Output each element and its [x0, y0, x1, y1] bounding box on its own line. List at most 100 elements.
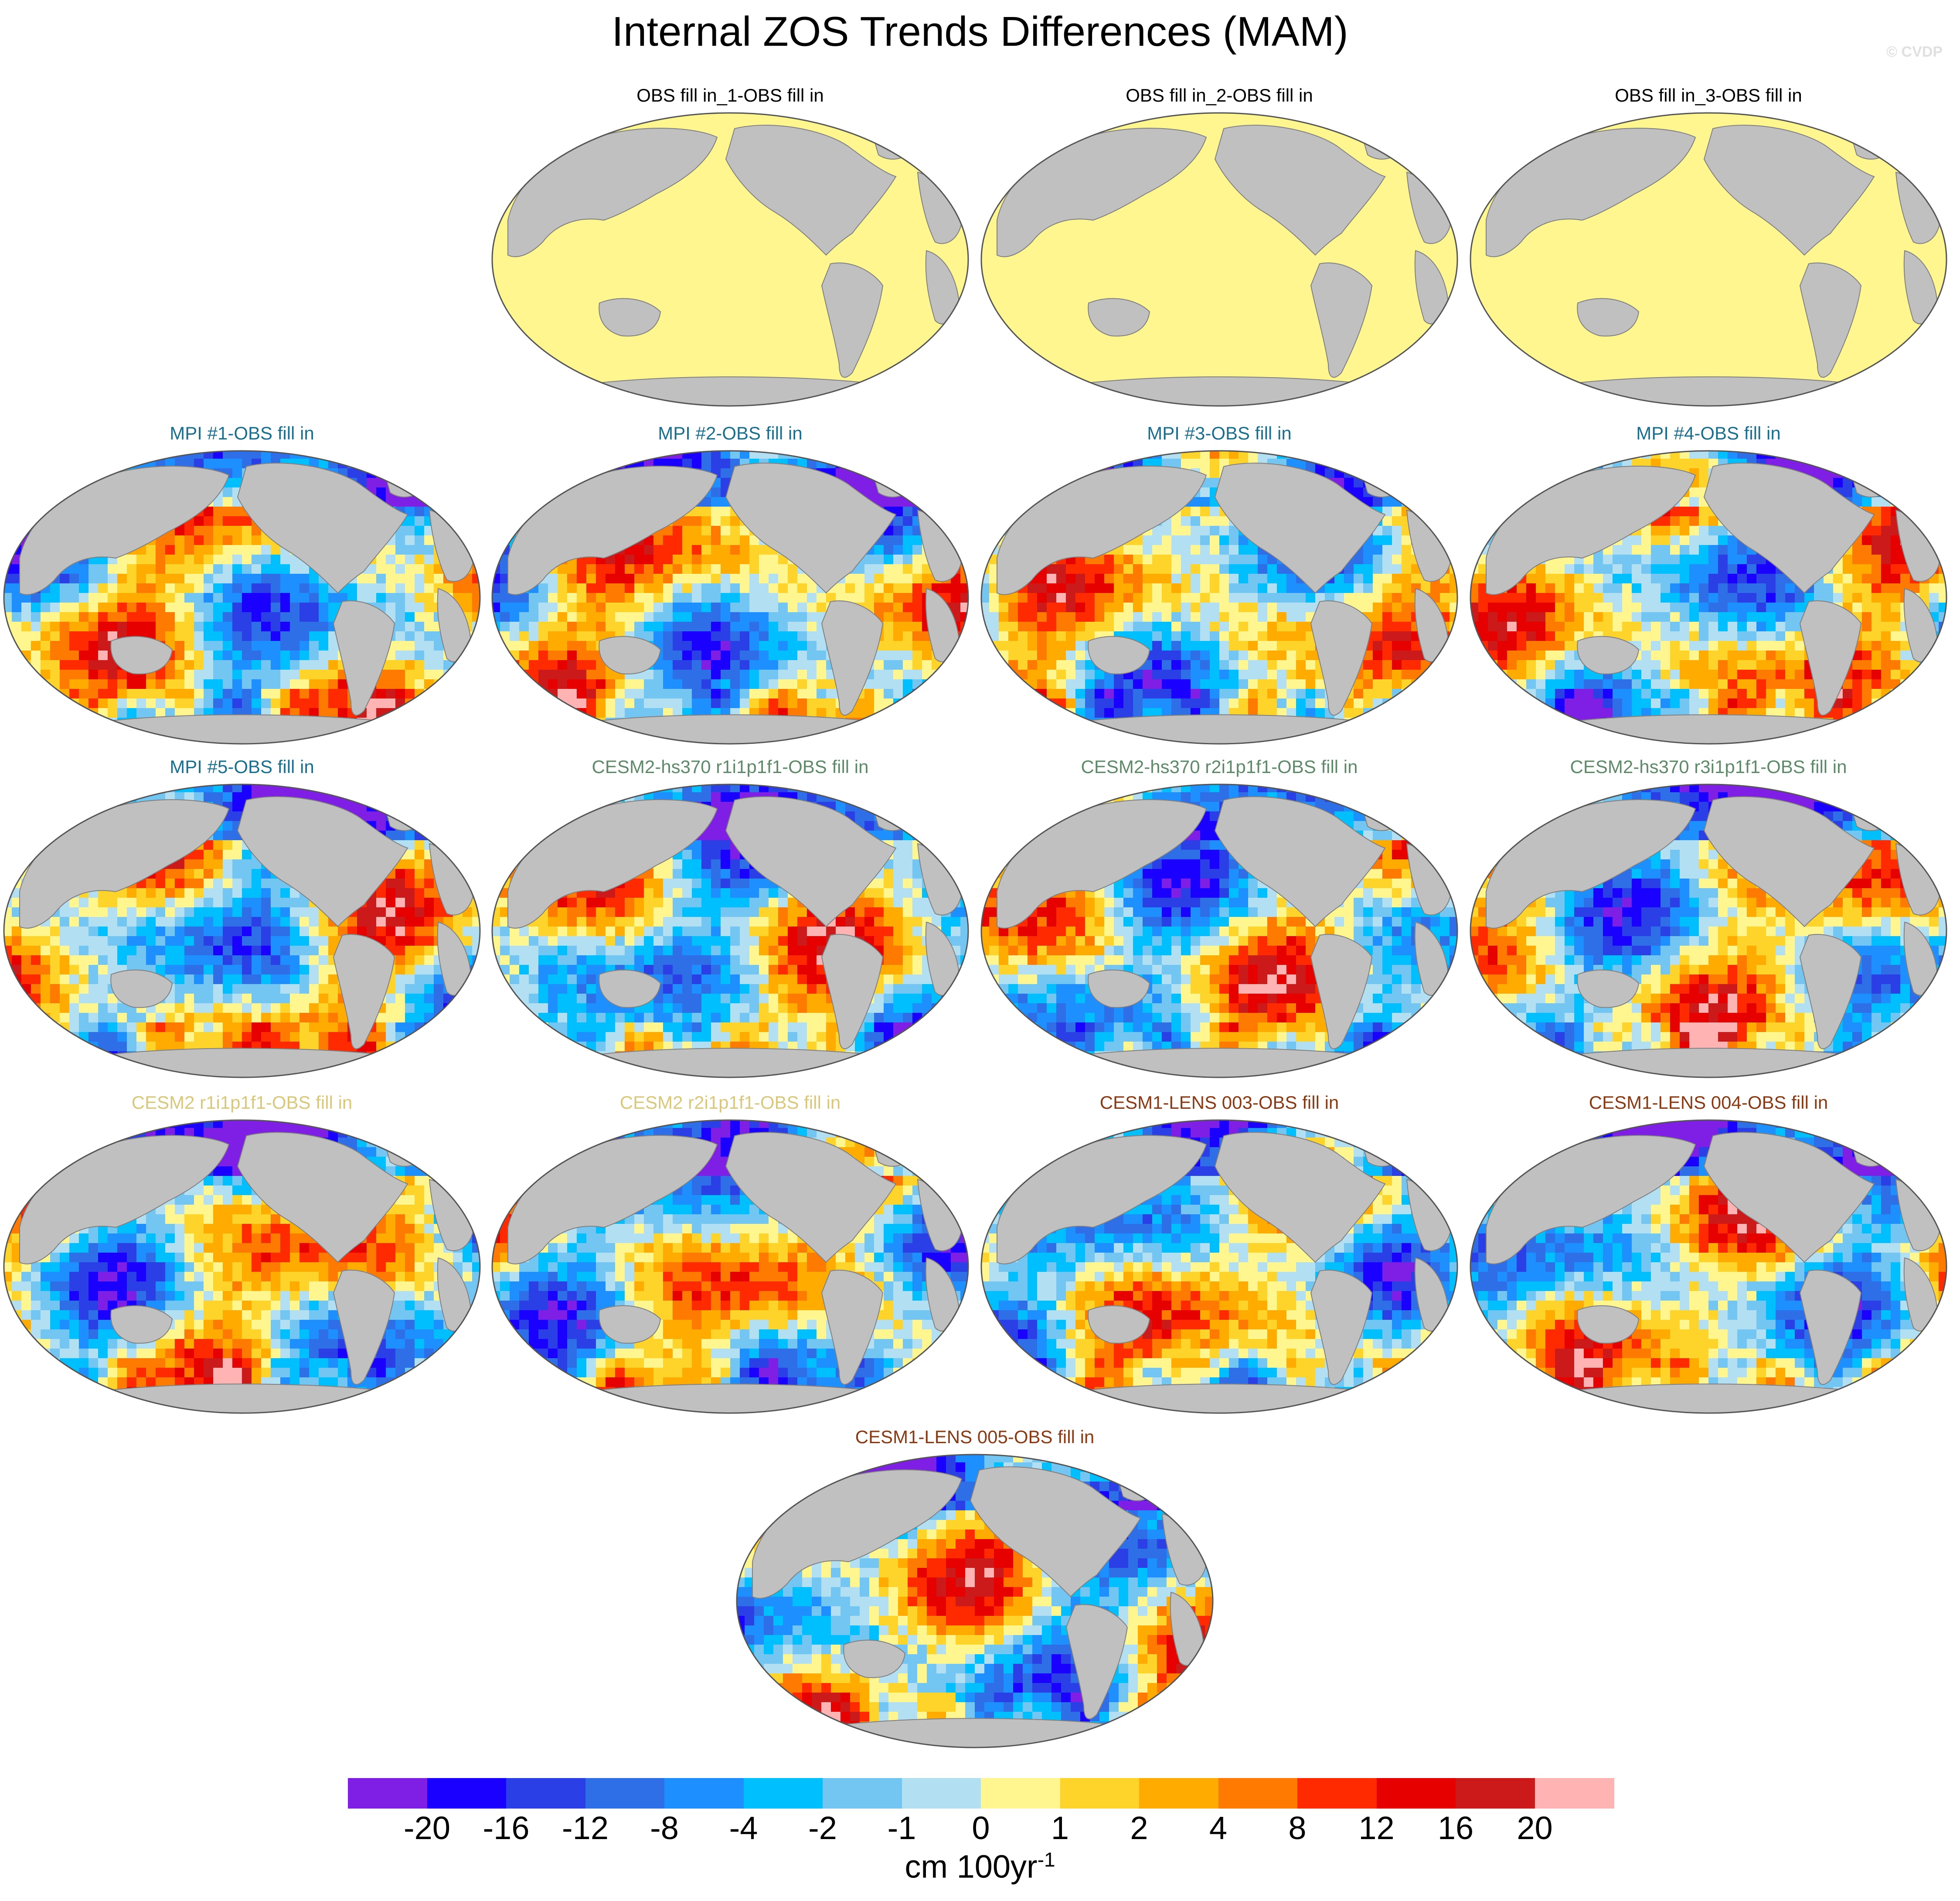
map-panel: OBS fill in_2-OBS fill in — [980, 85, 1459, 407]
colorbar-tick-label: 16 — [1438, 1809, 1473, 1846]
land-mass — [843, 1639, 906, 1678]
land-mass — [725, 1132, 897, 1263]
map-outline — [980, 1119, 1458, 1414]
colorbar-tick-label: 8 — [1288, 1809, 1306, 1846]
colorbar-tick-label: -12 — [562, 1809, 609, 1846]
map-outline — [736, 1454, 1214, 1748]
panel-title: CESM1-LENS 005-OBS fill in — [735, 1427, 1215, 1448]
colorbar-swatch — [1376, 1778, 1456, 1809]
map-panel: CESM1-LENS 004-OBS fill in — [1469, 1092, 1948, 1414]
map-panel: CESM2-hs370 r1i1p1f1-OBS fill in — [490, 756, 970, 1078]
world-map — [491, 450, 969, 745]
panel-title: CESM1-LENS 003-OBS fill in — [980, 1092, 1459, 1113]
colorbar-tick-label: -16 — [483, 1809, 530, 1846]
world-map — [491, 112, 969, 407]
colorbar-swatch — [1297, 1778, 1377, 1809]
panel-title: MPI #3-OBS fill in — [980, 423, 1459, 444]
map-outline — [980, 784, 1458, 1078]
land-mass — [237, 1132, 408, 1263]
land-mass — [970, 1466, 1141, 1598]
map-panel: MPI #5-OBS fill in — [2, 756, 482, 1078]
land-mass — [1577, 969, 1640, 1008]
map-outline — [1470, 112, 1947, 407]
cvdp-watermark: © CVDP — [1886, 44, 1943, 61]
land-mass — [1310, 934, 1373, 1049]
map-outline — [980, 112, 1458, 407]
panel-title: OBS fill in_3-OBS fill in — [1469, 85, 1948, 106]
map-panel: CESM1-LENS 005-OBS fill in — [735, 1427, 1215, 1748]
map-outline — [491, 112, 969, 407]
map-outline — [3, 1119, 481, 1414]
colorbar-swatch — [348, 1778, 427, 1809]
units-exponent: -1 — [1038, 1848, 1055, 1871]
map-panel: MPI #1-OBS fill in — [2, 423, 482, 745]
land-mass — [1214, 125, 1386, 256]
world-map — [980, 1119, 1458, 1414]
colorbar — [348, 1778, 1614, 1809]
units-text: cm 100yr — [905, 1849, 1037, 1885]
land-mass — [333, 600, 395, 716]
colorbar-swatch — [664, 1778, 744, 1809]
land-mass — [1577, 636, 1640, 675]
map-outline — [1470, 784, 1947, 1078]
land-mass — [1214, 796, 1386, 927]
map-panel: MPI #4-OBS fill in — [1469, 423, 1948, 745]
land-mass — [1065, 1604, 1128, 1720]
colorbar-swatch — [981, 1778, 1060, 1809]
land-mass — [1310, 1270, 1373, 1385]
world-map — [1470, 112, 1947, 407]
colorbar-tick-label: -4 — [729, 1809, 758, 1846]
land-mass — [333, 934, 395, 1049]
land-mass — [821, 1270, 884, 1385]
land-mass — [237, 796, 408, 927]
map-outline — [491, 450, 969, 745]
land-mass — [1577, 1305, 1640, 1344]
land-mass — [1214, 463, 1386, 594]
map-outline — [1470, 450, 1947, 745]
land-mass — [725, 125, 897, 256]
map-panel: CESM1-LENS 003-OBS fill in — [980, 1092, 1459, 1414]
panel-title: MPI #1-OBS fill in — [2, 423, 482, 444]
land-mass — [599, 636, 661, 675]
land-mass — [1088, 636, 1150, 675]
land-mass — [1799, 1270, 1862, 1385]
land-mass — [725, 796, 897, 927]
panel-title: CESM2-hs370 r2i1p1f1-OBS fill in — [980, 756, 1459, 777]
colorbar-swatch — [823, 1778, 902, 1809]
land-mass — [1577, 298, 1640, 337]
land-mass — [599, 1305, 661, 1344]
land-mass — [1703, 463, 1875, 594]
colorbar-tick-label: 20 — [1517, 1809, 1552, 1846]
colorbar-swatch — [902, 1778, 981, 1809]
map-panel: OBS fill in_3-OBS fill in — [1469, 85, 1948, 407]
land-mass — [110, 1305, 173, 1344]
world-map — [980, 112, 1458, 407]
colorbar-tick-label: -8 — [650, 1809, 679, 1846]
land-mass — [821, 600, 884, 716]
figure-title: Internal ZOS Trends Differences (MAM) — [0, 8, 1960, 56]
map-outline — [3, 450, 481, 745]
panel-title: MPI #4-OBS fill in — [1469, 423, 1948, 444]
colorbar-swatch — [1535, 1778, 1614, 1809]
panel-title: OBS fill in_2-OBS fill in — [980, 85, 1459, 106]
world-map — [736, 1454, 1214, 1748]
world-map — [1470, 1119, 1947, 1414]
land-mass — [110, 636, 173, 675]
land-mass — [725, 463, 897, 594]
map-panel: CESM2-hs370 r3i1p1f1-OBS fill in — [1469, 756, 1948, 1078]
land-mass — [1310, 262, 1373, 378]
land-mass — [237, 463, 408, 594]
world-map — [3, 450, 481, 745]
colorbar-swatch — [506, 1778, 585, 1809]
colorbar-units: cm 100yr-1 — [0, 1848, 1960, 1885]
map-panel: MPI #2-OBS fill in — [490, 423, 970, 745]
panel-title: CESM1-LENS 004-OBS fill in — [1469, 1092, 1948, 1113]
land-mass — [110, 969, 173, 1008]
world-map — [491, 784, 969, 1078]
map-panel: CESM2-hs370 r2i1p1f1-OBS fill in — [980, 756, 1459, 1078]
map-outline — [3, 784, 481, 1078]
colorbar-tick-label: -20 — [404, 1809, 450, 1846]
colorbar-swatch — [1218, 1778, 1298, 1809]
land-mass — [1703, 796, 1875, 927]
map-outline — [491, 784, 969, 1078]
